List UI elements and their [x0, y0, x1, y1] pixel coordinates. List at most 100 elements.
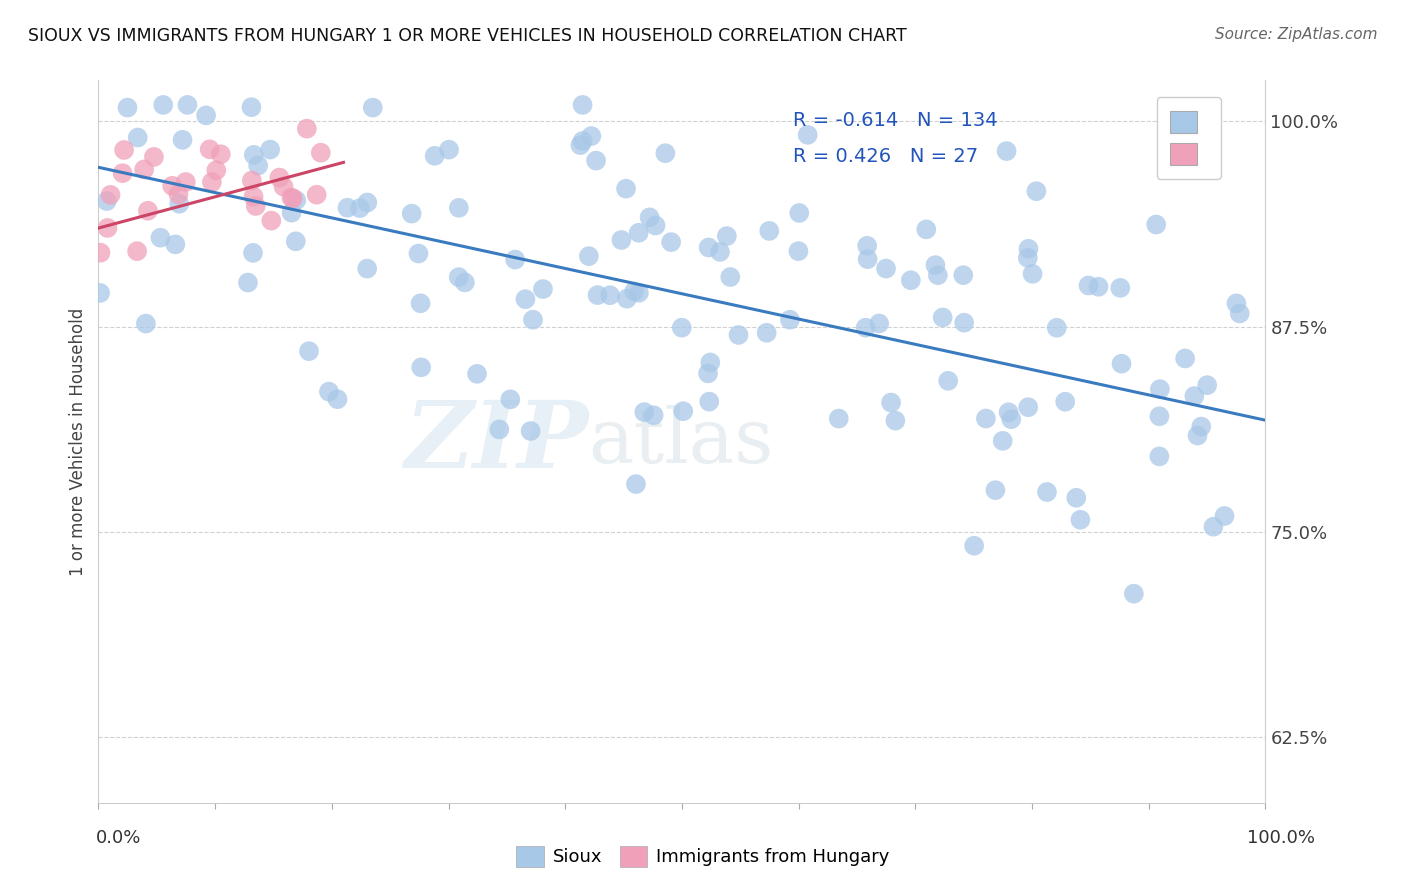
Point: [423, 149, 446, 163]
Point: [1225, 296, 1247, 310]
Point: [1229, 306, 1251, 320]
Point: [884, 414, 907, 428]
Point: [1197, 378, 1219, 392]
Point: [111, 166, 134, 180]
Point: [135, 317, 157, 331]
Point: [915, 222, 938, 236]
Point: [408, 246, 430, 260]
Point: [569, 138, 592, 153]
Text: ZIP: ZIP: [405, 397, 589, 486]
Point: [89, 245, 111, 260]
Point: [336, 201, 359, 215]
Point: [758, 224, 780, 238]
Point: [269, 170, 291, 185]
Point: [142, 150, 165, 164]
Point: [1182, 389, 1205, 403]
Point: [236, 276, 259, 290]
Point: [984, 483, 1007, 497]
Point: [624, 477, 647, 491]
Point: [1077, 278, 1099, 293]
Point: [242, 189, 264, 203]
Point: [295, 121, 318, 136]
Point: [195, 108, 218, 122]
Point: [616, 292, 638, 306]
Point: [614, 182, 637, 196]
Point: [127, 244, 149, 259]
Point: [305, 187, 328, 202]
Legend: Sioux, Immigrants from Hungary: Sioux, Immigrants from Hungary: [509, 838, 897, 874]
Point: [995, 144, 1018, 158]
Point: [488, 422, 510, 436]
Point: [796, 128, 818, 142]
Legend: , : ,: [1157, 97, 1220, 179]
Point: [1111, 357, 1133, 371]
Point: [96, 194, 118, 208]
Point: [1054, 394, 1077, 409]
Point: [623, 285, 645, 299]
Point: [285, 193, 308, 207]
Point: [1149, 382, 1171, 396]
Point: [515, 292, 537, 306]
Point: [931, 310, 953, 325]
Point: [259, 143, 281, 157]
Point: [1202, 519, 1225, 533]
Point: [644, 219, 666, 233]
Point: [991, 434, 1014, 448]
Point: [260, 213, 283, 227]
Point: [127, 130, 149, 145]
Point: [716, 229, 738, 244]
Point: [900, 273, 922, 287]
Point: [356, 195, 378, 210]
Point: [709, 244, 731, 259]
Point: [503, 252, 526, 267]
Point: [924, 258, 946, 272]
Text: 0.0%: 0.0%: [96, 829, 141, 847]
Point: [633, 405, 655, 419]
Point: [880, 395, 903, 409]
Text: 100.0%: 100.0%: [1247, 829, 1315, 847]
Point: [100, 187, 122, 202]
Point: [401, 207, 423, 221]
Point: [273, 179, 295, 194]
Point: [638, 211, 661, 225]
Point: [409, 296, 432, 310]
Point: [205, 163, 228, 178]
Point: [309, 145, 332, 160]
Point: [855, 320, 877, 334]
Point: [242, 245, 264, 260]
Point: [298, 344, 321, 359]
Point: [718, 270, 741, 285]
Point: [132, 162, 155, 177]
Point: [437, 143, 460, 157]
Point: [499, 392, 522, 407]
Point: [198, 142, 221, 156]
Point: [1036, 485, 1059, 500]
Point: [610, 233, 633, 247]
Point: [245, 199, 267, 213]
Point: [1149, 450, 1171, 464]
Point: [96, 221, 118, 235]
Point: [1187, 428, 1209, 442]
Point: [779, 312, 801, 326]
Point: [1025, 184, 1047, 198]
Point: [172, 133, 194, 147]
Text: SIOUX VS IMMIGRANTS FROM HUNGARY 1 OR MORE VEHICLES IN HOUSEHOLD CORRELATION CHA: SIOUX VS IMMIGRANTS FROM HUNGARY 1 OR MO…: [28, 27, 907, 45]
Point: [89, 285, 111, 300]
Point: [699, 355, 721, 369]
Point: [356, 261, 378, 276]
Point: [828, 411, 851, 425]
Point: [1000, 412, 1022, 426]
Point: [1174, 351, 1197, 366]
Point: [326, 392, 349, 407]
Text: Source: ZipAtlas.com: Source: ZipAtlas.com: [1215, 27, 1378, 42]
Point: [280, 191, 302, 205]
Point: [318, 384, 340, 399]
Point: [856, 252, 879, 267]
Point: [1017, 400, 1039, 414]
Point: [112, 143, 135, 157]
Point: [201, 175, 224, 189]
Point: [240, 173, 263, 187]
Point: [727, 327, 749, 342]
Point: [936, 374, 959, 388]
Point: [672, 404, 695, 418]
